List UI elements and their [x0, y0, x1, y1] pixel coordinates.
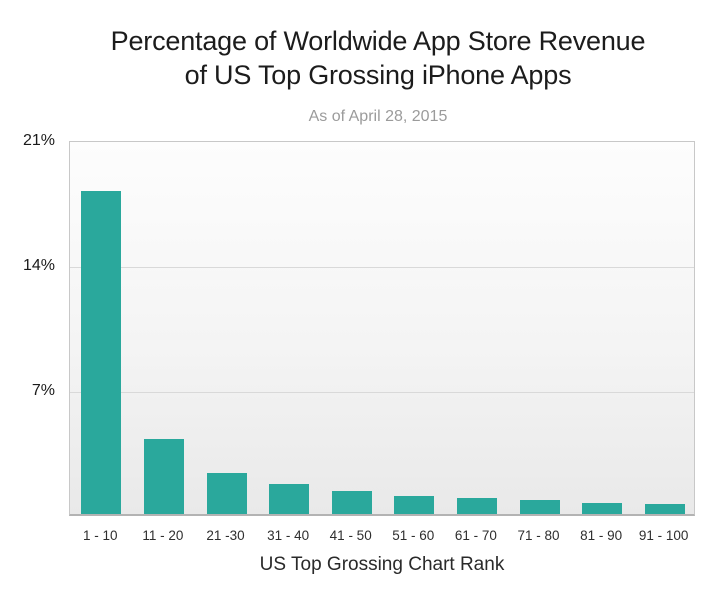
x-tick-label: 51 - 60 — [392, 528, 435, 543]
y-tick-label: 7% — [31, 382, 55, 399]
chart-title: Percentage of Worldwide App Store Revenu… — [110, 26, 646, 90]
x-tick-label: 81 - 90 — [580, 528, 623, 543]
bar-1-10 — [81, 190, 122, 514]
x-tick-label: 11 - 20 — [142, 528, 184, 543]
bar-81-90 — [582, 503, 623, 514]
gridline — [70, 392, 694, 393]
x-axis-title: US Top Grossing Chart Rank — [259, 554, 505, 575]
x-tick-label: 21 -30 — [206, 528, 245, 543]
bar-11-20 — [143, 439, 184, 514]
x-tick-label: 41 - 50 — [329, 528, 372, 543]
chart-subtitle: As of April 28, 2015 — [308, 108, 448, 125]
x-tick-label: 1 - 10 — [83, 528, 118, 543]
bar-21-30 — [206, 472, 247, 514]
bar-61-70 — [456, 497, 497, 514]
bar-31-40 — [269, 483, 310, 514]
chart-header: Percentage of Worldwide App Store Revenu… — [65, 0, 691, 126]
plot-area — [69, 141, 695, 516]
x-tick-label: 31 - 40 — [267, 528, 310, 543]
x-tick-label: 71 - 80 — [517, 528, 560, 543]
bar-71-80 — [519, 499, 560, 514]
bar-41-50 — [331, 490, 372, 514]
gridline — [70, 267, 694, 268]
x-tick-label: 61 - 70 — [454, 528, 497, 543]
bar-51-60 — [394, 496, 435, 514]
y-tick-label: 21% — [22, 132, 55, 149]
x-tick-label: 91 - 100 — [638, 528, 689, 543]
y-tick-label: 14% — [22, 257, 55, 274]
bar-91-100 — [644, 504, 685, 514]
